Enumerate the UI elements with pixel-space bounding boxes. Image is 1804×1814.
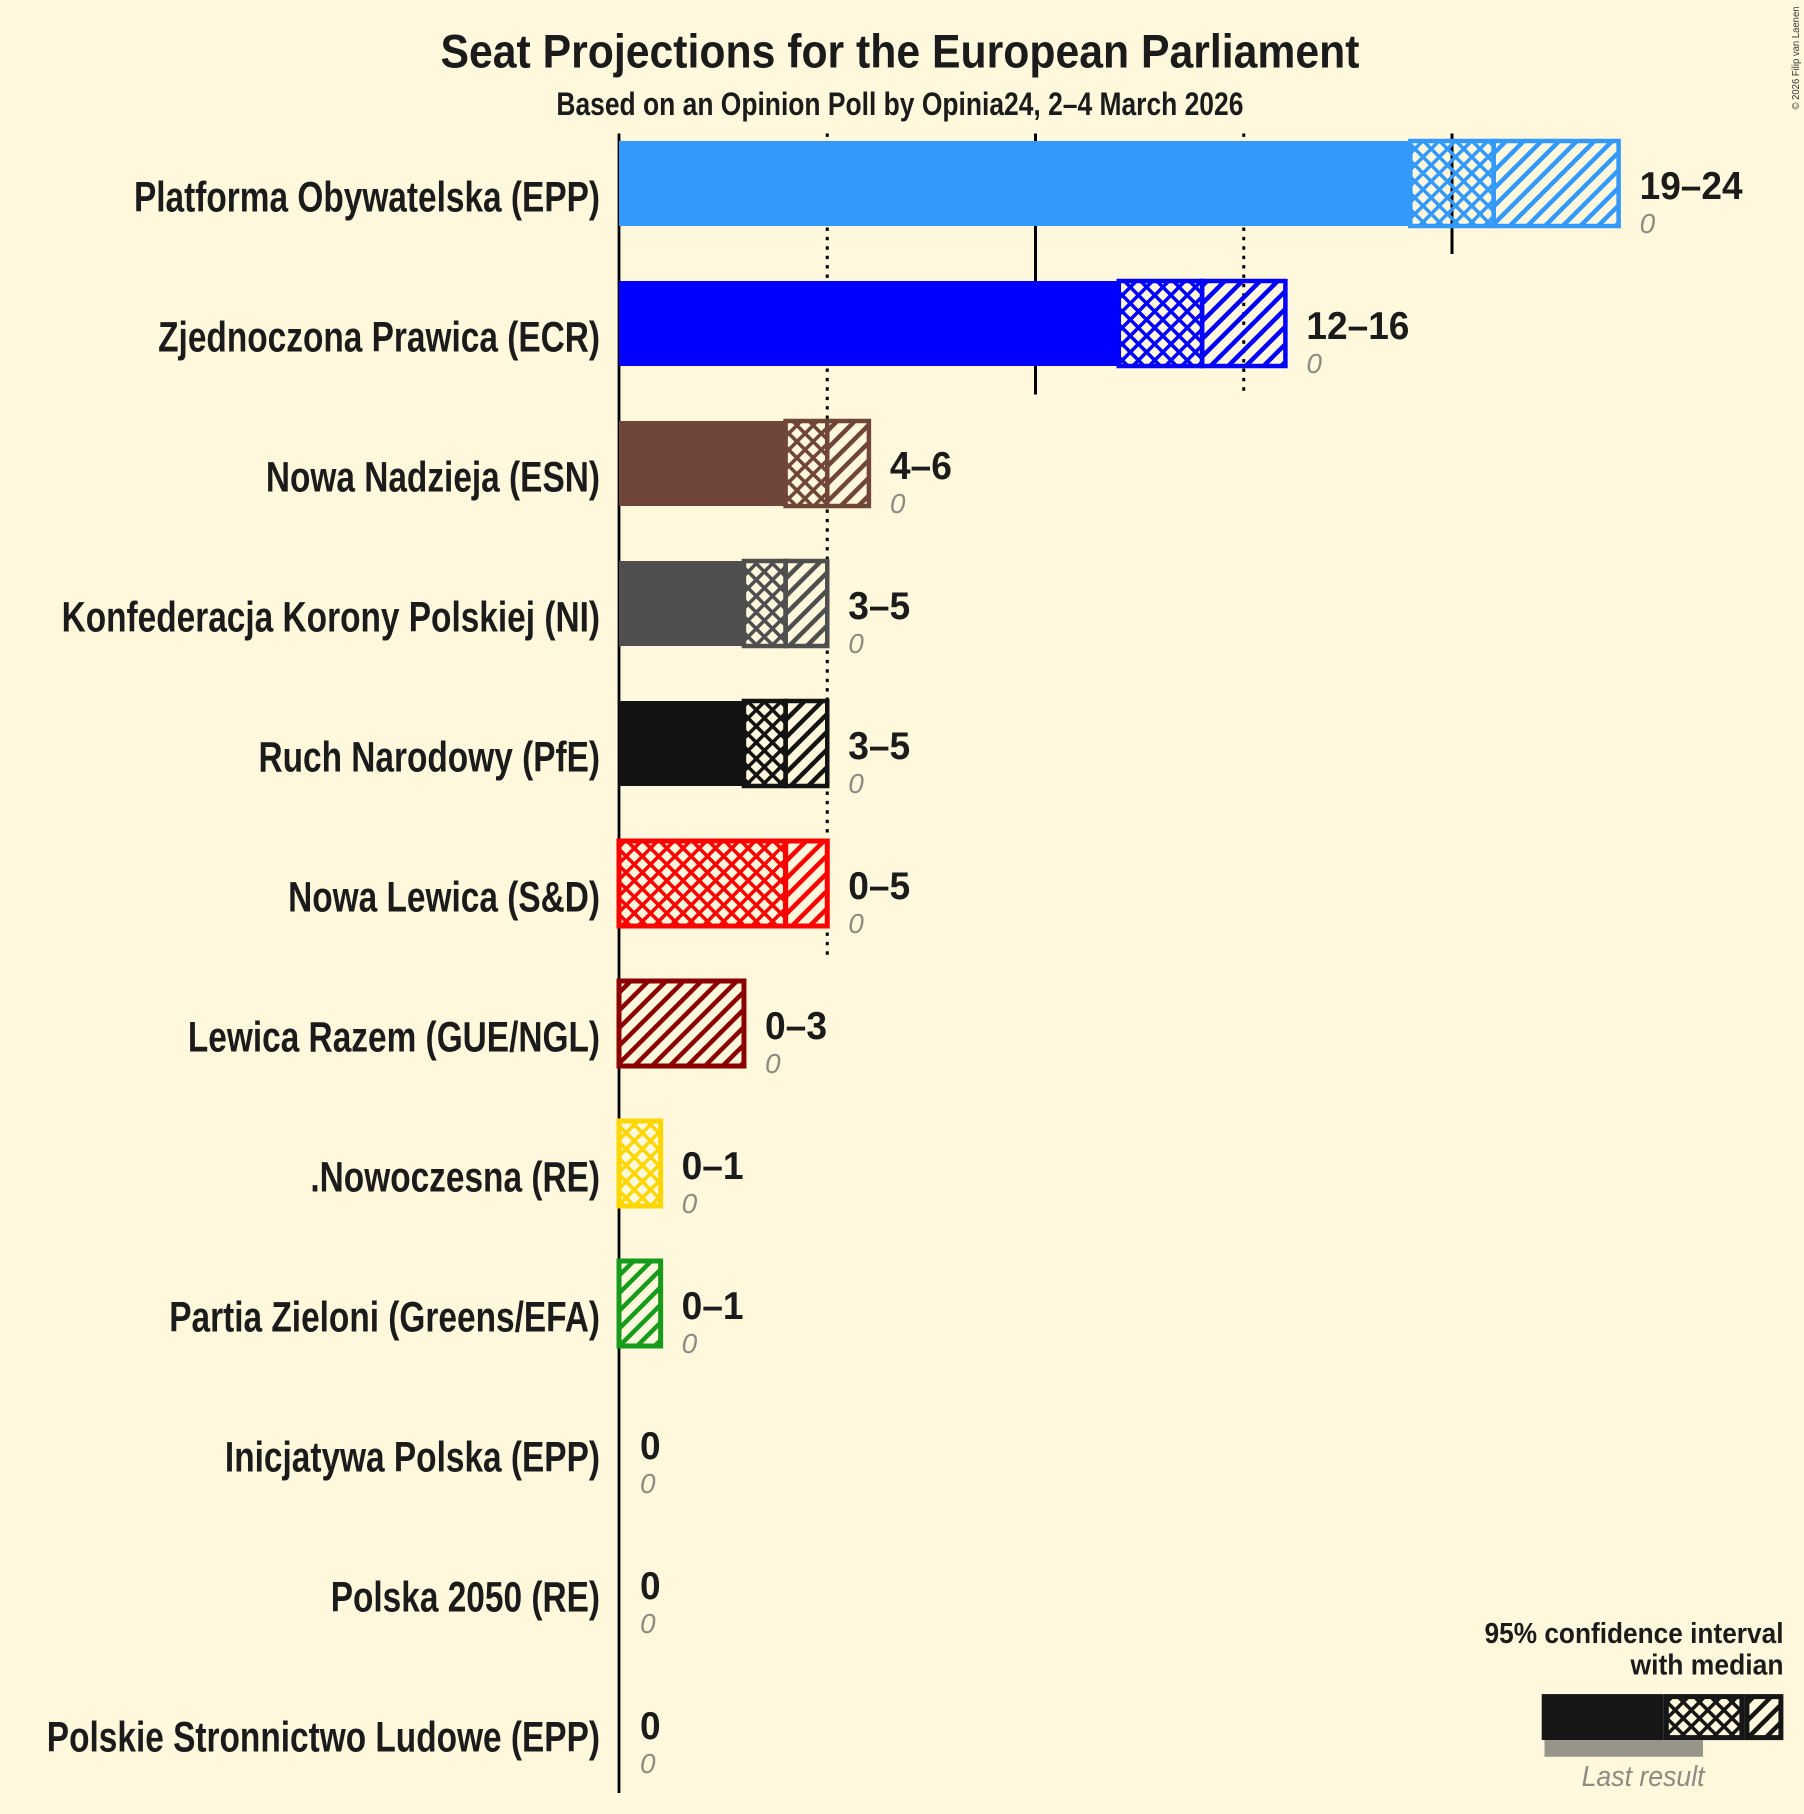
svg-text:Zjednoczona Prawica (ECR): Zjednoczona Prawica (ECR) bbox=[158, 314, 600, 362]
svg-text:0: 0 bbox=[848, 628, 864, 659]
svg-text:with median: with median bbox=[1630, 1648, 1784, 1680]
svg-text:Based on an Opinion Poll by Op: Based on an Opinion Poll by Opinia24, 2–… bbox=[556, 86, 1243, 122]
svg-text:0–5: 0–5 bbox=[848, 865, 910, 908]
svg-text:Ruch Narodowy (PfE): Ruch Narodowy (PfE) bbox=[258, 734, 600, 782]
svg-text:0: 0 bbox=[848, 908, 864, 939]
svg-text:0: 0 bbox=[890, 488, 906, 519]
svg-text:.Nowoczesna (RE): .Nowoczesna (RE) bbox=[310, 1154, 600, 1202]
svg-text:0: 0 bbox=[682, 1328, 698, 1359]
svg-text:Nowa Nadzieja (ESN): Nowa Nadzieja (ESN) bbox=[266, 454, 600, 502]
svg-text:Nowa Lewica (S&D): Nowa Lewica (S&D) bbox=[288, 874, 600, 922]
svg-text:Inicjatywa Polska (EPP): Inicjatywa Polska (EPP) bbox=[225, 1434, 600, 1482]
svg-text:95% confidence interval: 95% confidence interval bbox=[1485, 1617, 1784, 1649]
svg-text:3–5: 3–5 bbox=[848, 725, 910, 768]
svg-text:0: 0 bbox=[682, 1188, 698, 1219]
svg-text:0–3: 0–3 bbox=[765, 1005, 827, 1048]
svg-text:Last result: Last result bbox=[1582, 1761, 1707, 1793]
svg-text:Platforma Obywatelska (EPP): Platforma Obywatelska (EPP) bbox=[134, 174, 600, 222]
svg-text:0: 0 bbox=[640, 1705, 661, 1748]
svg-text:0–1: 0–1 bbox=[682, 1145, 744, 1188]
svg-text:Polska 2050 (RE): Polska 2050 (RE) bbox=[331, 1574, 600, 1622]
svg-text:0: 0 bbox=[765, 1048, 781, 1079]
svg-text:Partia Zieloni (Greens/EFA): Partia Zieloni (Greens/EFA) bbox=[169, 1294, 600, 1342]
svg-text:0: 0 bbox=[640, 1425, 661, 1468]
svg-text:0: 0 bbox=[1640, 208, 1656, 239]
svg-text:0: 0 bbox=[848, 768, 864, 799]
svg-text:Seat Projections for the Europ: Seat Projections for the European Parlia… bbox=[441, 24, 1360, 77]
svg-text:Konfederacja Korony Polskiej (: Konfederacja Korony Polskiej (NI) bbox=[62, 594, 600, 642]
svg-text:0: 0 bbox=[1306, 348, 1322, 379]
svg-text:4–6: 4–6 bbox=[890, 445, 952, 488]
svg-text:Lewica Razem (GUE/NGL): Lewica Razem (GUE/NGL) bbox=[188, 1014, 600, 1062]
svg-text:© 2026 Filip van Laenen: © 2026 Filip van Laenen bbox=[1791, 7, 1802, 110]
svg-text:3–5: 3–5 bbox=[848, 585, 910, 628]
svg-text:0: 0 bbox=[640, 1748, 656, 1779]
svg-text:0: 0 bbox=[640, 1565, 661, 1608]
svg-text:0: 0 bbox=[640, 1608, 656, 1639]
svg-text:0: 0 bbox=[640, 1468, 656, 1499]
svg-text:12–16: 12–16 bbox=[1306, 305, 1409, 348]
svg-text:Polskie Stronnictwo Ludowe (EP: Polskie Stronnictwo Ludowe (EPP) bbox=[47, 1714, 600, 1762]
svg-text:0–1: 0–1 bbox=[682, 1285, 744, 1328]
svg-text:19–24: 19–24 bbox=[1640, 165, 1743, 208]
